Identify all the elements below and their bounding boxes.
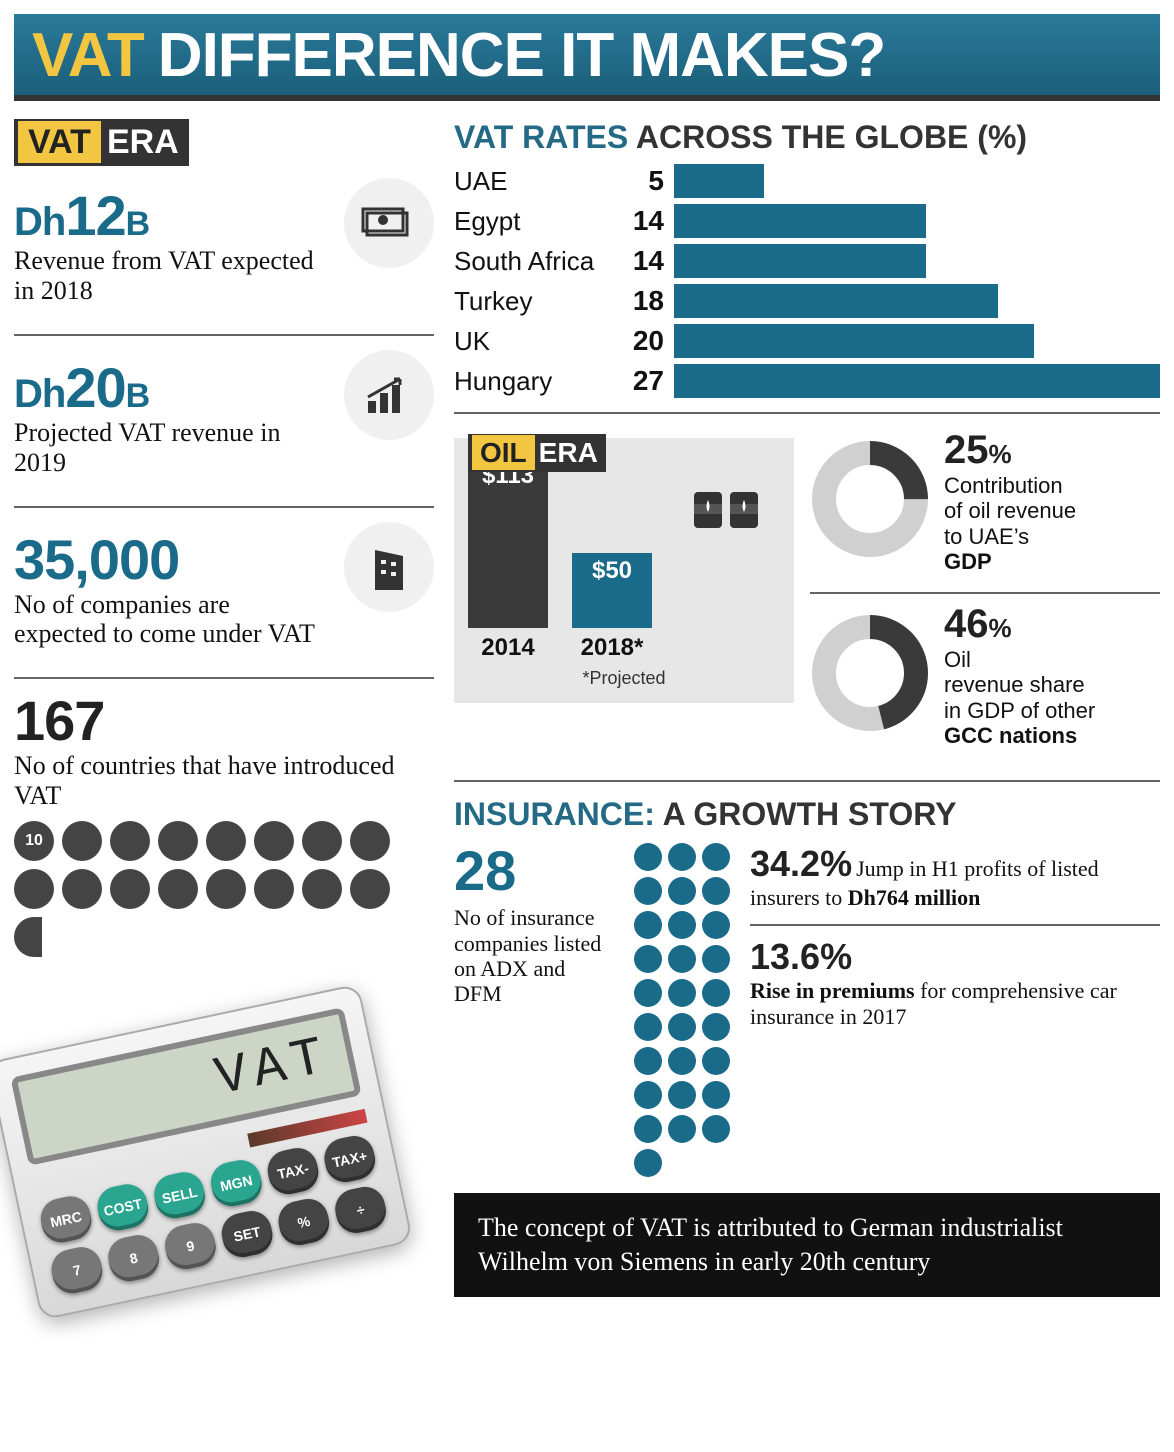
stat-companies: 35,000 No of companies are expected to c… [14,532,326,650]
stat-revenue-2018: Dh12B Revenue from VAT expected in 2018 [14,188,326,306]
footer-fact: The concept of VAT is attributed to Germ… [454,1193,1160,1297]
bar-row: UAE5 [454,164,1160,198]
countries-dots: 10 [14,821,394,957]
insurance-section: 28 No of insurance companies listed on A… [454,843,1160,1177]
title-bar: VAT DIFFERENCE IT MAKES? [14,14,1160,101]
right-column: VAT RATES ACROSS THE GLOBE (%) UAE5 Egypt… [454,119,1160,1297]
barrel-icon [692,486,762,537]
growth-icon [344,350,434,440]
vat-rates-chart: UAE5 Egypt14 South Africa14 Turkey18 UK20 Hun… [454,164,1160,398]
badge-highlight: VAT [18,121,101,163]
oil-era-section: OILERA $1132014$502018* *Projected [454,428,1160,766]
stat-revenue-2019: Dh20B Projected VAT revenue in 2019 [14,360,326,478]
cash-icon [344,178,434,268]
oil-bar-chart: $1132014$502018* [468,482,652,662]
vat-rates-heading: VAT RATES ACROSS THE GLOBE (%) [454,119,1160,156]
bar-row: Egypt14 [454,204,1160,238]
donut-stat: 25%Contributionof oil revenueto UAE’s GD… [810,428,1160,574]
oil-donuts: 25%Contributionof oil revenueto UAE’s GD… [810,428,1160,766]
bar-row: Turkey18 [454,284,1160,318]
badge-rest: ERA [107,123,179,161]
donut-stat: 46%Oilrevenue sharein GDP of otherGCC na… [810,602,1160,748]
bar-row: UK20 [454,324,1160,358]
building-icon [344,522,434,612]
insurance-dots [634,843,730,1177]
projected-note: *Projected [468,668,780,689]
insurance-stat-profits: 34.2% Jump in H1 profits of listed insur… [750,843,1160,911]
insurance-count: 28 No of insurance companies listed on A… [454,843,614,1177]
oil-era-badge: OILERA [468,434,606,472]
bar-row: South Africa14 [454,244,1160,278]
left-column: VATERA Dh12B Revenue from VAT expected i… [14,119,434,1297]
insurance-heading: INSURANCE: A GROWTH STORY [454,796,1160,833]
insurance-stat-premiums: 13.6% Rise in premiums for comprehensive… [750,936,1160,1031]
stat-countries: 167 No of countries that have introduced… [14,693,434,957]
title-rest: DIFFERENCE IT MAKES? [158,21,885,90]
bar-row: Hungary27 [454,364,1160,398]
title-highlight: VAT [32,21,144,90]
vat-era-badge: VATERA [14,119,189,166]
